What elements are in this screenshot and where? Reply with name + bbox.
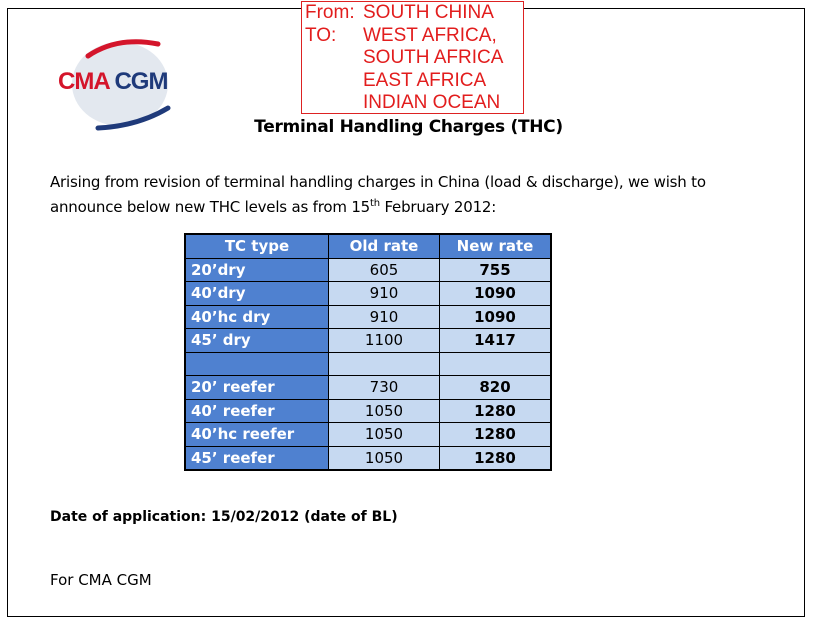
table-row: 40’hc dry 910 1090 [184, 304, 552, 329]
table-row: 40’ reefer 1050 1280 [184, 398, 552, 423]
cell-new: 1090 [439, 281, 552, 306]
cell-new: 1090 [439, 304, 552, 329]
table-row: 40’dry 910 1090 [184, 281, 552, 306]
cell-new: 820 [439, 375, 552, 400]
intro-paragraph: Arising from revision of terminal handli… [50, 171, 750, 218]
table-row: 40’hc reefer 1050 1280 [184, 422, 552, 447]
from-label: From: [305, 2, 355, 23]
cell-old: 730 [328, 375, 440, 400]
intro-sup: th [370, 198, 380, 209]
date-of-application: Date of application: 15/02/2012 (date of… [50, 509, 398, 525]
cell-type: 40’hc reefer [184, 422, 329, 447]
cell-type: 40’hc dry [184, 304, 329, 329]
to-value: SOUTH AFRICA [363, 47, 504, 68]
table-row: 45’ dry 1100 1417 [184, 328, 552, 353]
cell-type: 40’dry [184, 281, 329, 306]
cell-type: 45’ dry [184, 328, 329, 353]
cell-old: 1050 [328, 422, 440, 447]
cell-type: 20’dry [184, 257, 329, 282]
to-value: EAST AFRICA [363, 69, 487, 91]
intro-line: announce below new THC levels as from 15 [50, 198, 371, 216]
header-old-rate: Old rate [328, 233, 440, 259]
globe-logo-icon [72, 39, 171, 131]
cell-new [439, 351, 552, 376]
cell-old: 605 [328, 257, 440, 282]
intro-line: Arising from revision of terminal handli… [50, 173, 706, 191]
to-label: TO: [305, 24, 337, 46]
table-row: 45’ reefer 1050 1280 [184, 445, 552, 471]
thc-rates-table: TC type Old rate New rate 20’dry 605 755 40… [184, 233, 552, 471]
cell-old [328, 351, 440, 376]
table-row [184, 351, 552, 376]
route-box: From: SOUTH CHINA TO: WEST AFRICA, SOUTH A… [301, 1, 524, 114]
logo-text-cma: CMA [58, 68, 110, 95]
cell-type: 40’ reefer [184, 398, 329, 423]
from-value: SOUTH CHINA [363, 2, 494, 23]
cell-new: 1280 [439, 445, 552, 471]
cell-type [184, 351, 329, 376]
table-header-row: TC type Old rate New rate [184, 233, 552, 259]
logo-text-cgm: CGM [114, 68, 168, 95]
table-row: 20’ reefer 730 820 [184, 375, 552, 400]
cell-old: 1050 [328, 398, 440, 423]
cell-type: 45’ reefer [184, 445, 329, 471]
intro-line-end: February 2012: [379, 198, 497, 216]
to-value: INDIAN OCEAN [363, 92, 501, 113]
header-new-rate: New rate [439, 233, 552, 259]
cell-type: 20’ reefer [184, 375, 329, 400]
to-value: WEST AFRICA, [363, 24, 497, 46]
cell-new: 1280 [439, 398, 552, 423]
cell-old: 1100 [328, 328, 440, 353]
cell-new: 755 [439, 257, 552, 282]
document-title: Terminal Handling Charges (THC) [254, 117, 563, 137]
table-row: 20’dry 605 755 [184, 257, 552, 282]
cell-old: 1050 [328, 445, 440, 471]
cell-old: 910 [328, 281, 440, 306]
cell-new: 1280 [439, 422, 552, 447]
cell-old: 910 [328, 304, 440, 329]
header-tc-type: TC type [184, 233, 329, 259]
signature: For CMA CGM [50, 571, 152, 589]
cell-new: 1417 [439, 328, 552, 353]
